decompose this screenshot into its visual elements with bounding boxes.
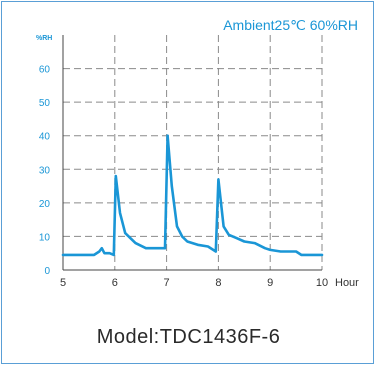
y-tick-label: 30: [39, 165, 51, 176]
axis-layer: 0 10 20 30 40 50 60 5 6 7 8 9 10: [39, 35, 328, 289]
y-tick-label: 10: [39, 232, 51, 243]
x-tick-label: 6: [112, 277, 118, 289]
chart-title: Ambient25℃ 60%RH: [223, 17, 358, 33]
x-tick-label: 7: [164, 277, 170, 289]
series-line-humidity: [61, 134, 324, 257]
y-tick-label: 20: [39, 199, 51, 210]
x-tick-label: 5: [60, 277, 66, 289]
x-tick-label: 9: [267, 277, 273, 289]
y-tick-label: 50: [39, 98, 51, 109]
x-axis-label: Hour: [335, 277, 359, 289]
model-label: Model:TDC1436F-6: [96, 326, 281, 348]
chart-frame: [1, 1, 374, 364]
y-tick-label: 40: [39, 132, 51, 143]
y-tick-label: 0: [44, 266, 50, 277]
series-layer: [61, 134, 324, 257]
y-tick-label: 60: [39, 65, 51, 76]
x-tick-label: 8: [215, 277, 221, 289]
grid-layer: [63, 35, 323, 270]
x-tick-label: 10: [316, 277, 328, 289]
y-axis-label: %RH: [36, 35, 52, 42]
